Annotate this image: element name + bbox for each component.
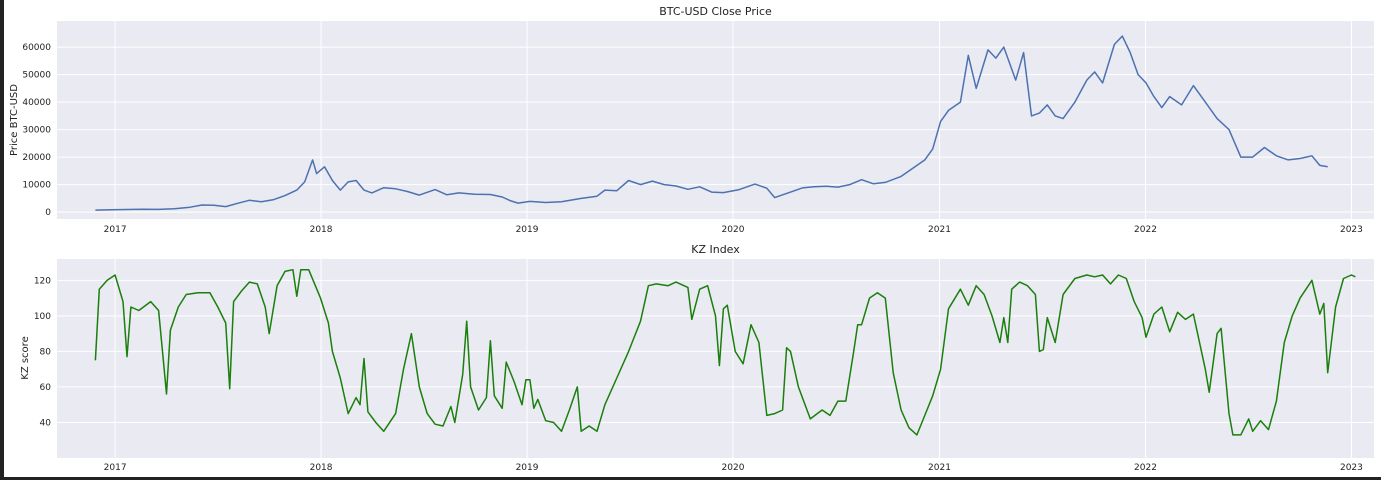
plot-area bbox=[57, 259, 1374, 458]
y-tick-label: 40 bbox=[40, 418, 52, 428]
x-tick-label: 2022 bbox=[1134, 463, 1157, 473]
x-tick-label: 2017 bbox=[104, 463, 127, 473]
y-axis-label: Price BTC-USD bbox=[9, 84, 20, 156]
plot-area bbox=[57, 21, 1374, 219]
y-tick-label: 30000 bbox=[22, 126, 51, 136]
chart-title: KZ Index bbox=[691, 243, 740, 256]
y-tick-label: 80 bbox=[40, 347, 52, 357]
y-tick-label: 100 bbox=[34, 312, 51, 322]
chart-title: BTC-USD Close Price bbox=[659, 5, 772, 18]
x-tick-label: 2019 bbox=[516, 225, 539, 235]
y-tick-label: 50000 bbox=[22, 71, 51, 81]
x-tick-label: 2022 bbox=[1134, 225, 1157, 235]
x-tick-label: 2019 bbox=[516, 463, 539, 473]
x-tick-label: 2021 bbox=[928, 225, 951, 235]
series-line bbox=[94, 268, 1356, 436]
x-tick-label: 2018 bbox=[310, 225, 333, 235]
kz-index-panel: 40 60 80 100 120 2017 2018 2019 2020 2021 2022 2023… bbox=[20, 243, 1374, 473]
y-tick-label: 20000 bbox=[22, 153, 51, 163]
x-tick-label: 2020 bbox=[722, 463, 745, 473]
btc-close-price-panel: 0 10000 20000 30000 40000 50000 60000 2017 2018 2… bbox=[9, 5, 1374, 235]
x-tick-label: 2023 bbox=[1340, 463, 1363, 473]
x-tick-label: 2020 bbox=[722, 225, 745, 235]
y-tick-label: 0 bbox=[45, 208, 51, 218]
y-axis-label: KZ score bbox=[20, 336, 31, 379]
x-tick-label: 2018 bbox=[310, 463, 333, 473]
y-tick-label: 40000 bbox=[22, 98, 51, 108]
y-tick-label: 60 bbox=[40, 383, 52, 393]
x-tick-label: 2017 bbox=[104, 225, 127, 235]
y-tick-label: 10000 bbox=[22, 181, 51, 191]
y-tick-label: 60000 bbox=[22, 43, 51, 53]
x-tick-label: 2021 bbox=[928, 463, 951, 473]
x-tick-label: 2023 bbox=[1340, 225, 1363, 235]
series-line bbox=[95, 35, 1328, 211]
y-tick-label: 120 bbox=[34, 276, 51, 286]
